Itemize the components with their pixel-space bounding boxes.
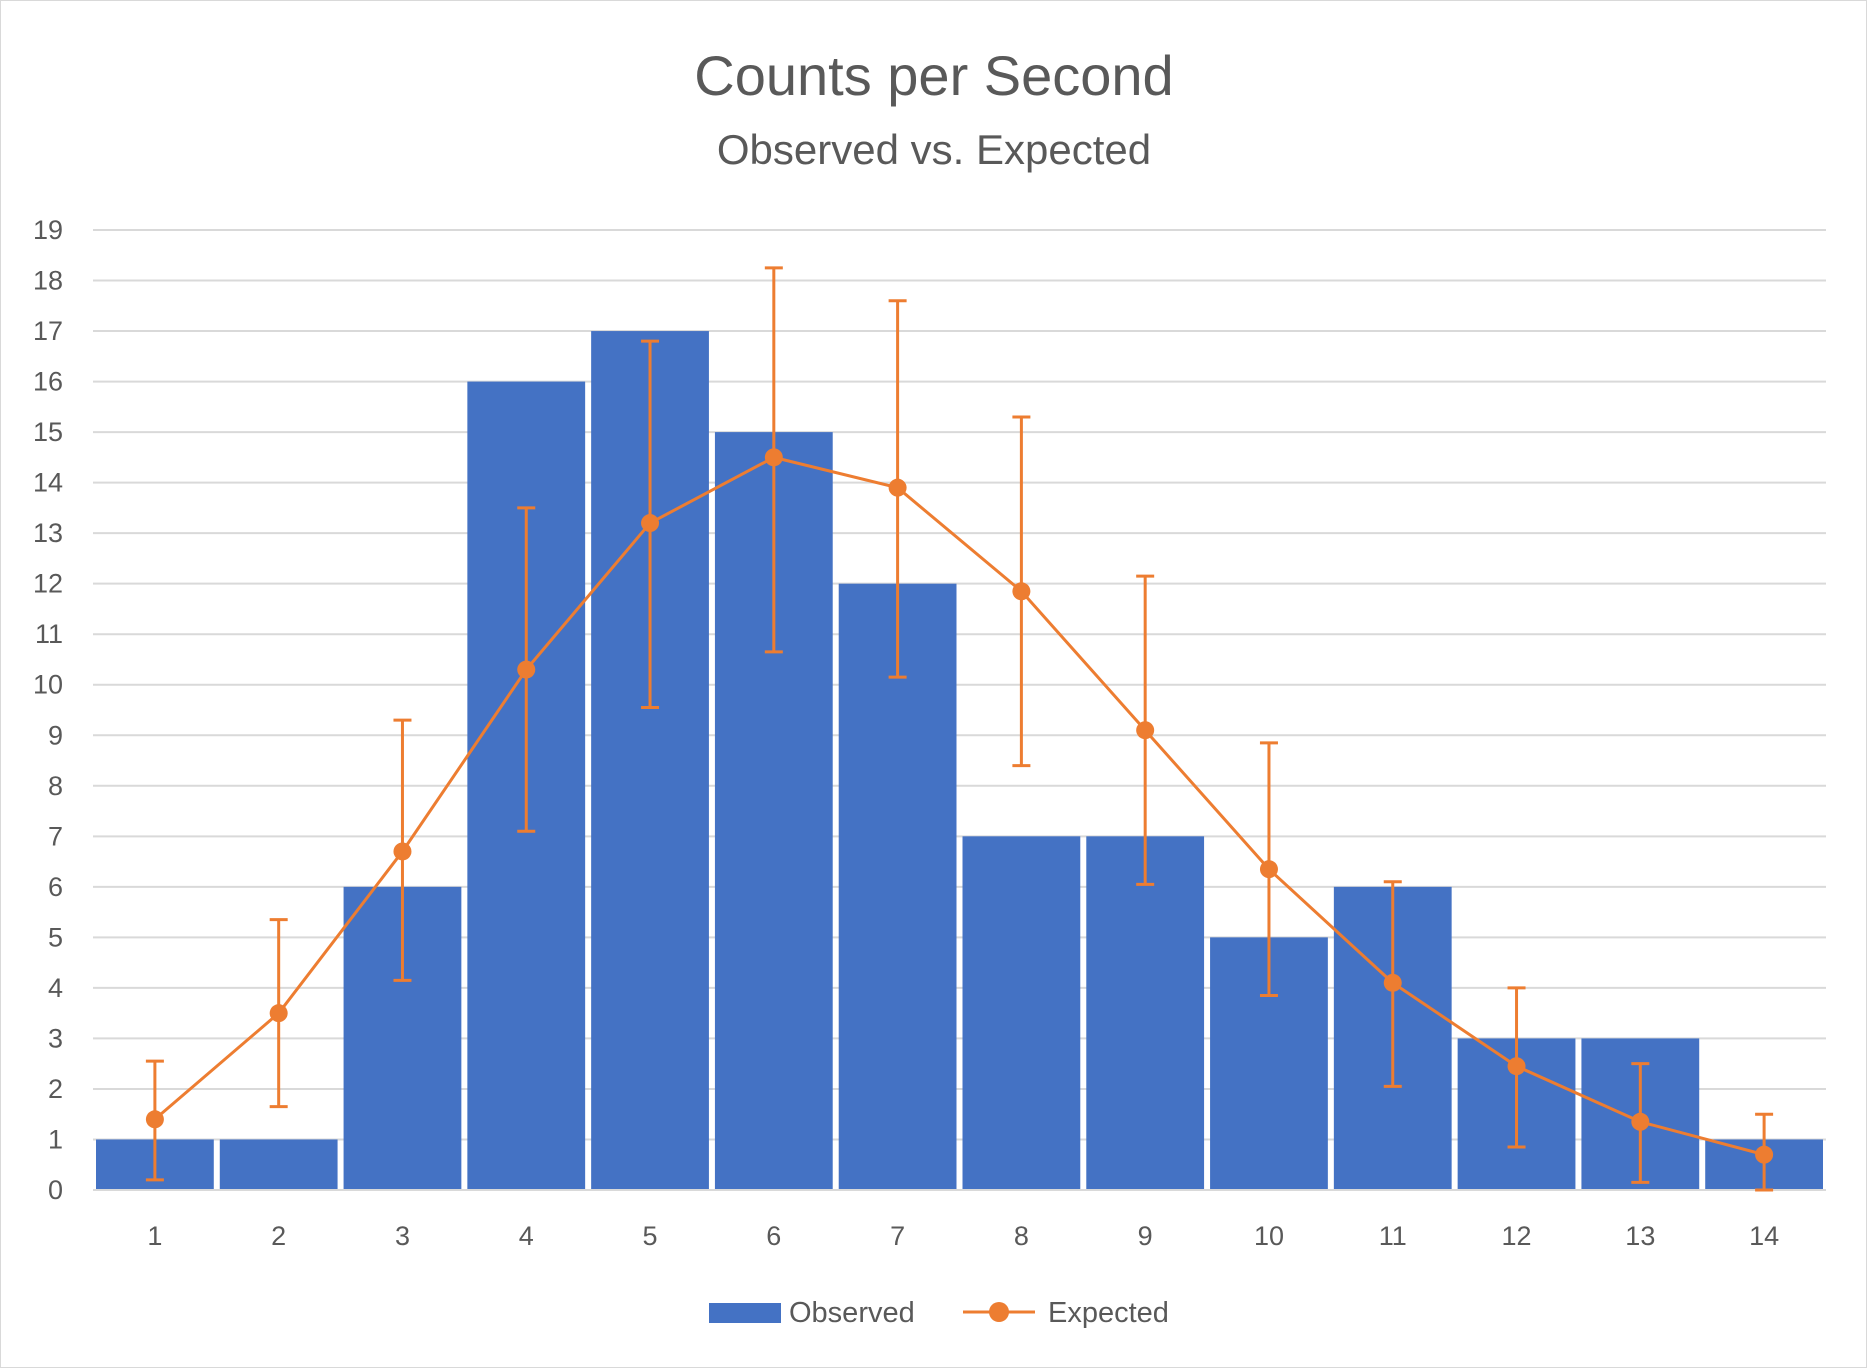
y-tick-label: 6 — [48, 872, 63, 902]
y-tick-label: 15 — [33, 417, 63, 447]
y-tick-label: 10 — [33, 670, 63, 700]
expected-line-path — [153, 455, 1765, 1157]
y-tick-label: 4 — [48, 973, 63, 1003]
expected-point — [1507, 1057, 1526, 1076]
observed-bar — [962, 836, 1081, 1190]
x-tick-label: 1 — [147, 1221, 162, 1251]
y-tick-label: 19 — [33, 215, 63, 245]
x-tick-label: 2 — [271, 1221, 286, 1251]
legend-observed-label: Observed — [789, 1297, 915, 1329]
y-tick-label: 13 — [33, 518, 63, 548]
x-tick-label: 4 — [519, 1221, 534, 1251]
expected-line — [145, 448, 1774, 1164]
y-tick-label: 12 — [33, 569, 63, 599]
y-tick-label: 5 — [48, 922, 63, 952]
y-tick-label: 16 — [33, 367, 63, 397]
observed-bar — [1086, 836, 1205, 1190]
expected-point — [269, 1004, 288, 1023]
expected-point — [1383, 973, 1402, 992]
expected-point — [888, 478, 907, 497]
legend: Observed Expected — [709, 1297, 1169, 1329]
expected-point — [1755, 1145, 1774, 1164]
x-tick-label: 12 — [1502, 1221, 1532, 1251]
x-tick-label: 5 — [643, 1221, 658, 1251]
x-tick-label: 14 — [1749, 1221, 1779, 1251]
observed-bar — [838, 583, 957, 1190]
y-tick-label: 14 — [33, 468, 63, 498]
x-tick-label: 11 — [1379, 1221, 1407, 1251]
expected-point — [1259, 860, 1278, 879]
expected-point — [393, 842, 412, 861]
x-tick-label: 10 — [1254, 1221, 1284, 1251]
y-tick-label: 3 — [48, 1023, 63, 1053]
y-tick-label: 8 — [48, 771, 63, 801]
x-tick-label: 8 — [1014, 1221, 1029, 1251]
x-tick-label: 13 — [1625, 1221, 1655, 1251]
y-tick-label: 11 — [35, 619, 63, 649]
observed-bar — [219, 1139, 338, 1190]
legend-expected-label: Expected — [1048, 1297, 1169, 1329]
y-tick-label: 1 — [48, 1124, 63, 1154]
chart-subtitle: Observed vs. Expected — [717, 126, 1151, 173]
y-tick-label: 0 — [48, 1175, 63, 1205]
x-tick-label: 3 — [395, 1221, 410, 1251]
expected-point — [145, 1110, 164, 1129]
y-tick-label: 7 — [48, 821, 63, 851]
y-tick-label: 18 — [33, 266, 63, 296]
legend-observed-swatch — [709, 1303, 781, 1323]
legend-expected-marker — [989, 1302, 1009, 1322]
x-axis-ticks: 1 2 3 4 5 6 7 8 9 10 11 12 13 14 — [147, 1221, 1779, 1251]
expected-point — [1631, 1112, 1650, 1131]
expected-point — [764, 448, 783, 467]
y-tick-label: 2 — [48, 1074, 63, 1104]
chart-title: Counts per Second — [694, 44, 1173, 107]
expected-point — [1012, 582, 1031, 601]
expected-point — [641, 514, 660, 533]
observed-bars — [96, 331, 1823, 1191]
expected-point — [517, 660, 536, 679]
y-tick-label: 9 — [48, 720, 63, 750]
y-tick-label: 17 — [33, 316, 63, 346]
x-tick-label: 6 — [766, 1221, 781, 1251]
expected-point — [1136, 721, 1155, 740]
x-tick-label: 7 — [890, 1221, 905, 1251]
x-tick-label: 9 — [1138, 1221, 1153, 1251]
